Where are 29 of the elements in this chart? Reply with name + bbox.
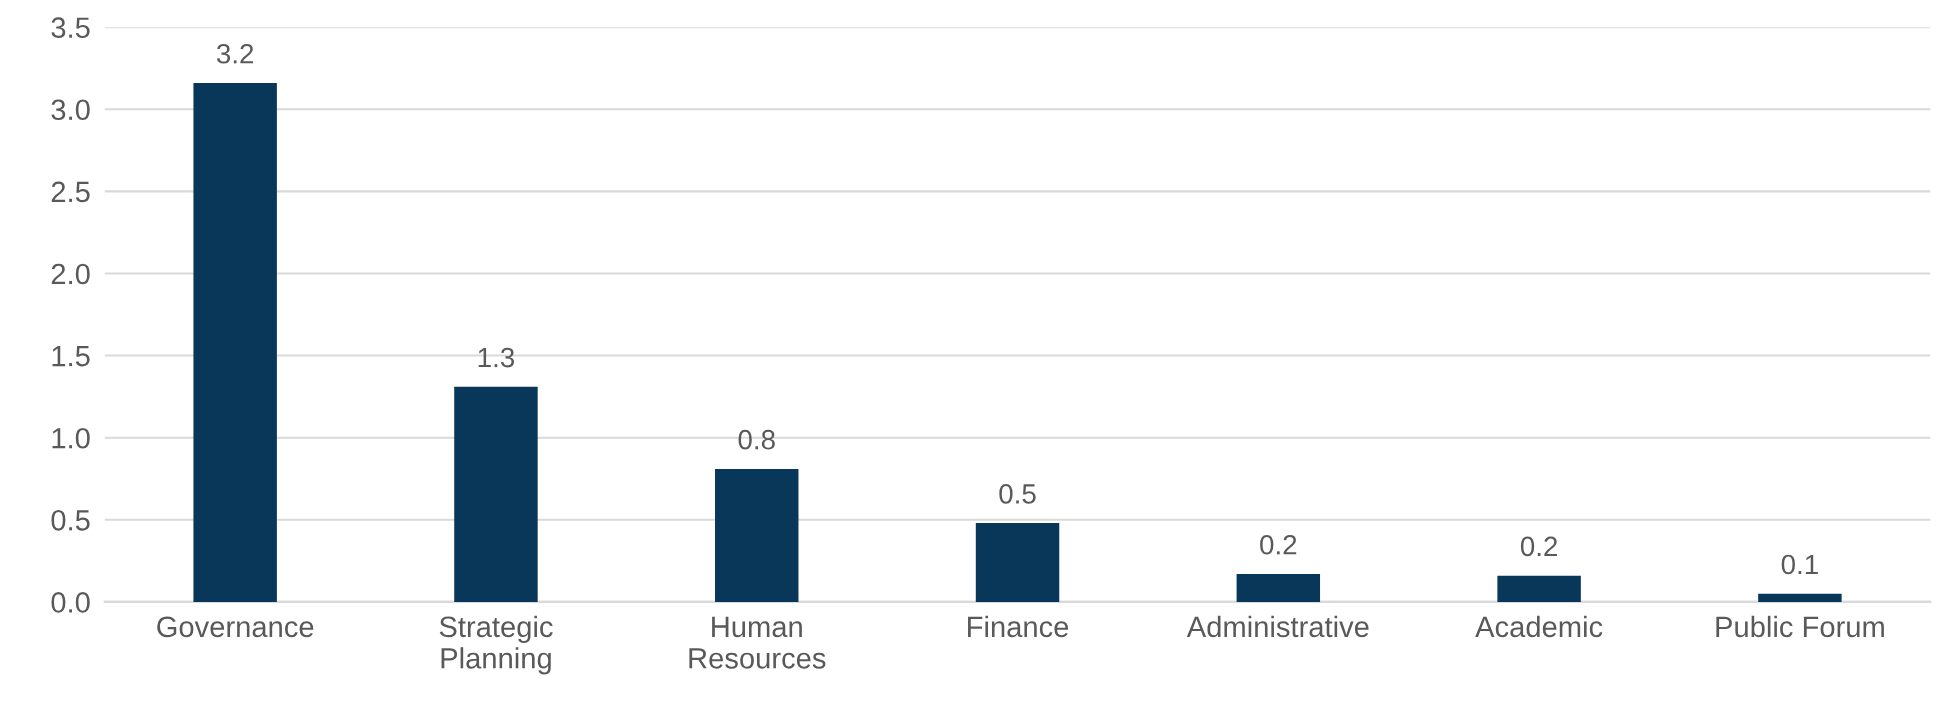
y-tick-label: 2.0: [51, 263, 90, 285]
bar: [193, 82, 277, 602]
bar: [715, 468, 799, 602]
y-tick-label: 3.5: [51, 17, 90, 38]
data-label: 3.2: [216, 43, 254, 64]
data-label: 0.2: [1260, 534, 1297, 555]
y-tick-label: 0.0: [51, 592, 90, 613]
bar: [1236, 573, 1321, 602]
bar: [1758, 593, 1842, 602]
y-tick-label: 2.5: [51, 181, 90, 203]
y-tick-label: 1.5: [52, 346, 90, 367]
x-tick-label: Strategic Planning: [439, 615, 553, 675]
bar: [975, 523, 1060, 602]
x-tick-label: Human Resources: [689, 616, 826, 669]
x-tick-label: Academic: [1475, 615, 1603, 638]
x-tick-label: Public Forum: [1716, 615, 1884, 638]
data-label: 0.2: [1520, 536, 1558, 557]
x-tick-label: Administrative: [1186, 615, 1369, 638]
bar: [1497, 575, 1581, 602]
data-label: 0.8: [738, 429, 775, 450]
x-tick-label: Governance: [157, 616, 314, 638]
data-label: 0.5: [999, 484, 1036, 504]
bar: [454, 386, 538, 602]
y-tick-label: 0.5: [51, 509, 90, 531]
data-label: 1.3: [478, 347, 515, 368]
y-tick-label: 1.0: [52, 427, 90, 449]
x-tick-label: Finance: [968, 615, 1069, 638]
data-label: 0.1: [1781, 554, 1818, 575]
y-tick-label: 3.0: [51, 99, 90, 121]
